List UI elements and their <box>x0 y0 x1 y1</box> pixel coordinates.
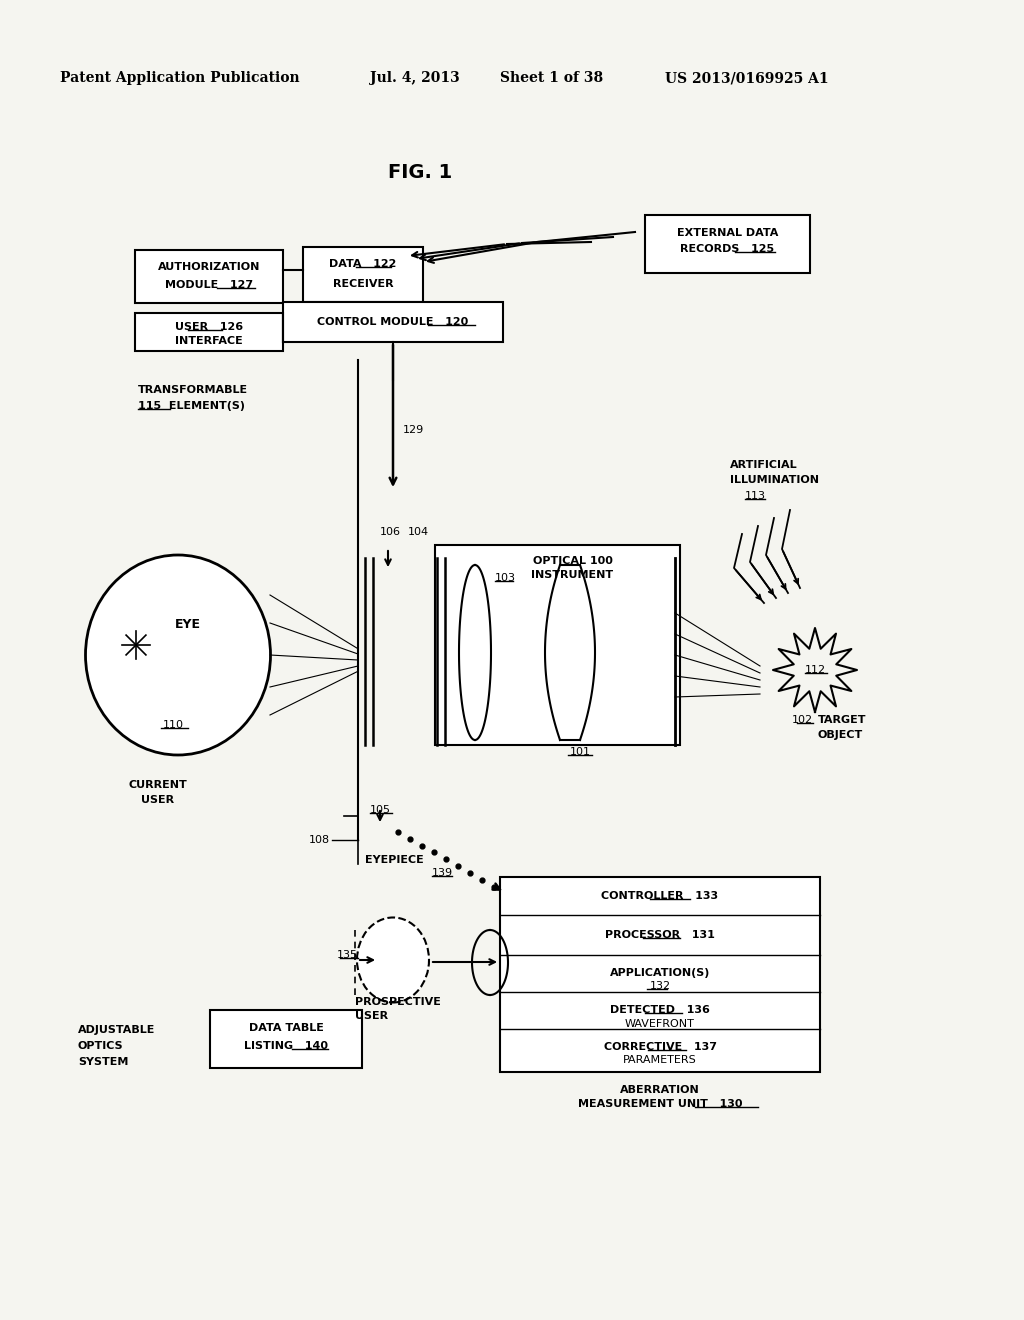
Text: 115  ELEMENT(S): 115 ELEMENT(S) <box>138 401 245 411</box>
Text: 106: 106 <box>380 527 400 537</box>
Text: INSTRUMENT: INSTRUMENT <box>531 570 613 579</box>
Text: DATA   122: DATA 122 <box>330 259 396 269</box>
Bar <box>135 249 283 304</box>
Text: 139: 139 <box>432 869 454 878</box>
Text: EXTERNAL DATA: EXTERNAL DATA <box>677 228 778 238</box>
Text: OBJECT: OBJECT <box>818 730 863 741</box>
Text: OPTICAL 100: OPTICAL 100 <box>532 556 612 566</box>
Ellipse shape <box>357 917 429 1002</box>
Text: US 2013/0169925 A1: US 2013/0169925 A1 <box>665 71 828 84</box>
Text: TRANSFORMABLE: TRANSFORMABLE <box>138 385 248 395</box>
Text: 104: 104 <box>408 527 429 537</box>
Text: INTERFACE: INTERFACE <box>175 337 243 346</box>
Text: RECEIVER: RECEIVER <box>333 279 393 289</box>
Text: 101: 101 <box>569 747 591 756</box>
Bar <box>135 313 283 351</box>
Text: AUTHORIZATION: AUTHORIZATION <box>158 261 260 272</box>
Text: Jul. 4, 2013: Jul. 4, 2013 <box>370 71 460 84</box>
Text: Patent Application Publication: Patent Application Publication <box>60 71 300 84</box>
Text: ADJUSTABLE: ADJUSTABLE <box>78 1026 156 1035</box>
Text: CORRECTIVE   137: CORRECTIVE 137 <box>603 1041 717 1052</box>
Text: 103: 103 <box>495 573 516 583</box>
Text: WAVEFRONT: WAVEFRONT <box>625 1019 695 1030</box>
Text: ILLUMINATION: ILLUMINATION <box>730 475 819 484</box>
Text: USER: USER <box>141 795 174 805</box>
Text: 132: 132 <box>649 981 671 991</box>
Text: Sheet 1 of 38: Sheet 1 of 38 <box>500 71 603 84</box>
Text: 105: 105 <box>370 805 390 814</box>
Text: USER   126: USER 126 <box>175 322 243 333</box>
Text: 135: 135 <box>337 950 358 960</box>
Text: PARAMETERS: PARAMETERS <box>624 1055 697 1065</box>
Text: FIG. 1: FIG. 1 <box>388 164 453 182</box>
Text: EYEPIECE: EYEPIECE <box>365 855 424 865</box>
Text: 108: 108 <box>309 836 330 845</box>
Text: LISTING   140: LISTING 140 <box>244 1041 328 1051</box>
Text: 102: 102 <box>792 715 813 725</box>
Text: ARTIFICIAL: ARTIFICIAL <box>730 459 798 470</box>
Text: PROCESSOR   131: PROCESSOR 131 <box>605 931 715 940</box>
Text: 113: 113 <box>745 491 766 502</box>
Text: 112: 112 <box>805 665 825 675</box>
Bar <box>435 545 680 744</box>
Text: PROSPECTIVE: PROSPECTIVE <box>355 997 441 1007</box>
Text: OPTICS: OPTICS <box>78 1041 124 1051</box>
Text: USER: USER <box>355 1011 388 1020</box>
Text: DETECTED   136: DETECTED 136 <box>610 1005 710 1015</box>
Text: RECORDS   125: RECORDS 125 <box>680 244 774 253</box>
Text: MODULE   127: MODULE 127 <box>165 280 253 290</box>
Bar <box>303 247 423 302</box>
Text: CURRENT: CURRENT <box>129 780 187 789</box>
Text: CONTROL MODULE   120: CONTROL MODULE 120 <box>317 317 469 327</box>
Ellipse shape <box>85 554 270 755</box>
Text: ABERRATION: ABERRATION <box>621 1085 699 1096</box>
Text: EYE: EYE <box>175 619 201 631</box>
Text: TARGET: TARGET <box>818 715 866 725</box>
Text: APPLICATION(S): APPLICATION(S) <box>610 968 711 978</box>
Bar <box>645 215 810 273</box>
Text: MEASUREMENT UNIT   130: MEASUREMENT UNIT 130 <box>578 1100 742 1109</box>
Text: CONTROLLER   133: CONTROLLER 133 <box>601 891 719 902</box>
Bar <box>210 1010 362 1068</box>
Bar <box>500 876 820 1072</box>
Text: DATA TABLE: DATA TABLE <box>249 1023 324 1034</box>
Text: SYSTEM: SYSTEM <box>78 1057 128 1067</box>
Text: 110: 110 <box>163 719 183 730</box>
Bar <box>283 302 503 342</box>
Text: 129: 129 <box>403 425 424 436</box>
